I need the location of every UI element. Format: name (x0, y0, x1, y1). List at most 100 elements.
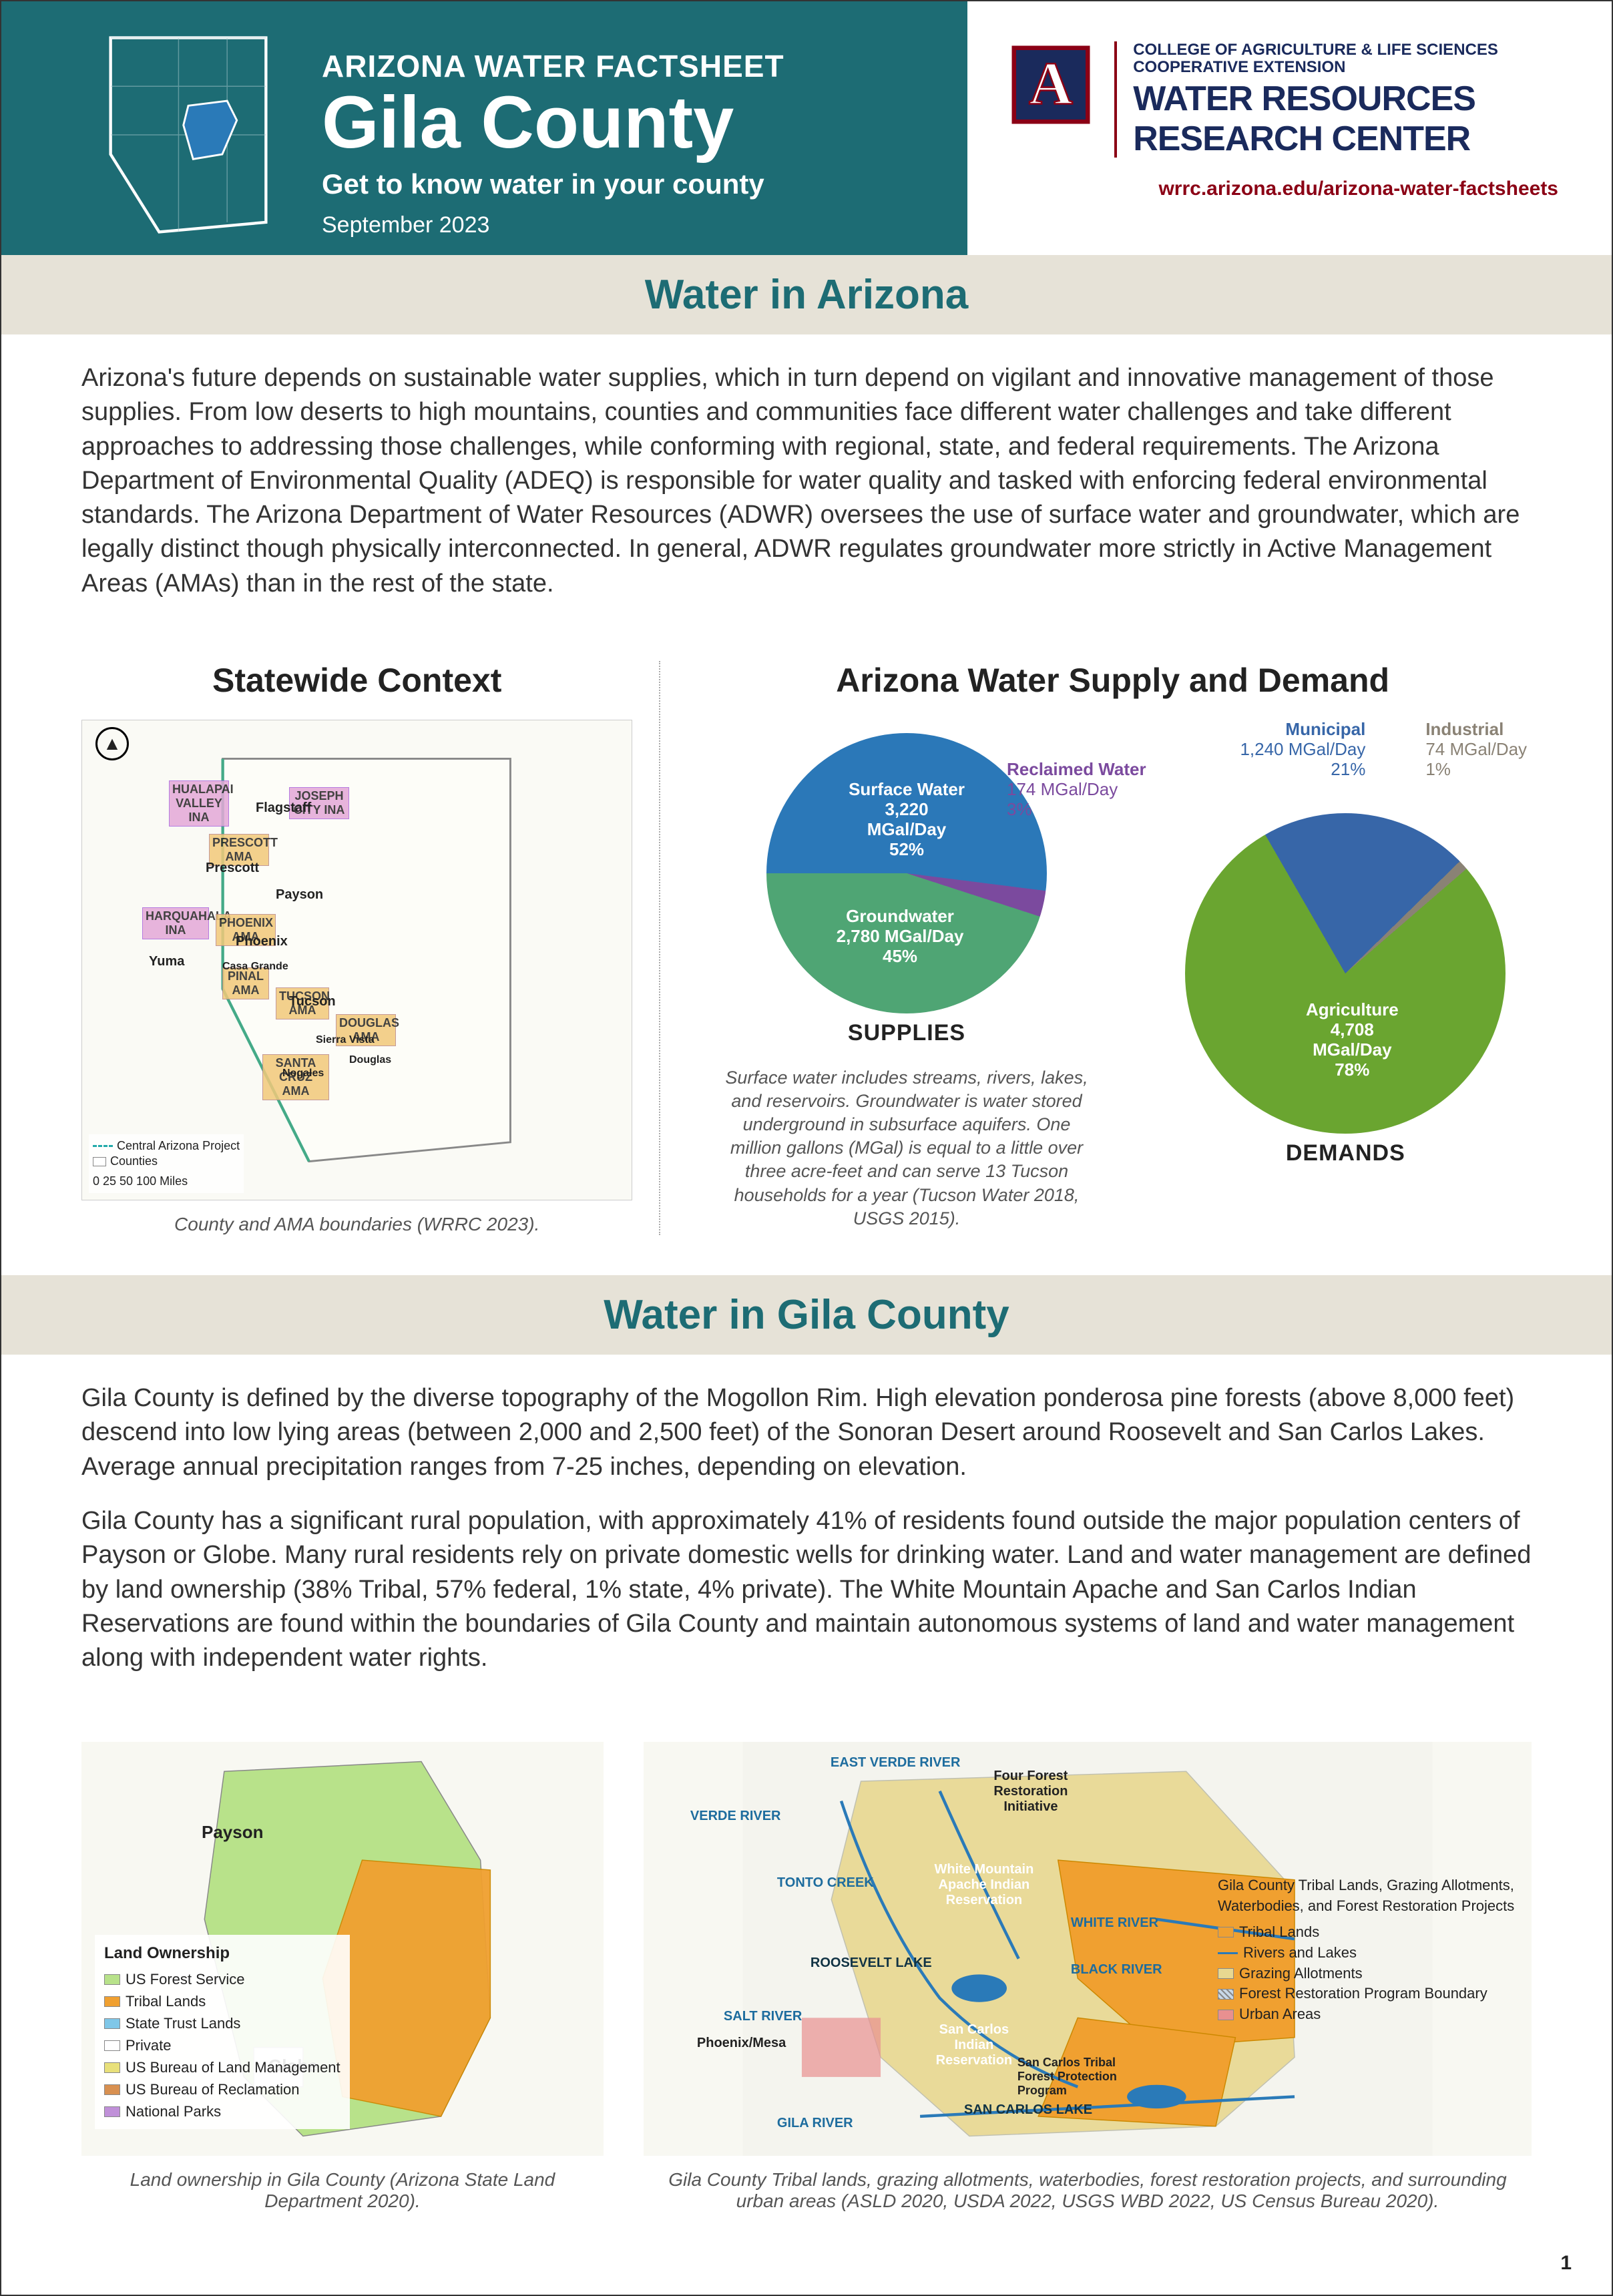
ownership-legend-row: Private (104, 2034, 340, 2056)
context-caption: County and AMA boundaries (WRRC 2023). (81, 1214, 632, 1235)
coop-ext: COOPERATIVE EXTENSION (1133, 59, 1498, 76)
river-tonto: TONTO CREEK (777, 1875, 874, 1891)
ina-hualapai: HUALAPAI VALLEY INA (169, 780, 229, 827)
tribal-caption: Gila County Tribal lands, grazing allotm… (644, 2169, 1532, 2212)
mun-pct: 21% (1218, 760, 1365, 780)
reclaimed-label: Reclaimed Water 174 MGal/Day 3% (1007, 760, 1180, 820)
section-water-in-gila: Water in Gila County (1, 1275, 1612, 1355)
tribal-legend-row: Grazing Allotments (1218, 1964, 1538, 1984)
section2-para2: Gila County has a significant rural popu… (81, 1504, 1532, 1675)
gw-val: 2,780 MGal/Day (833, 927, 967, 947)
section2-para1: Gila County is defined by the diverse to… (81, 1381, 1532, 1484)
section-water-in-arizona: Water in Arizona (1, 255, 1612, 334)
four-forest: Four Forest Restoration Initiative (977, 1769, 1084, 1815)
ag-pct: 78% (1292, 1060, 1412, 1080)
city-nogales: Nogales (282, 1068, 324, 1080)
city-sierravista: Sierra Vista (316, 1034, 375, 1046)
municipal-label: Municipal 1,240 MGal/Day 21% (1218, 720, 1365, 780)
legend-counties: Counties (110, 1154, 158, 1169)
ag-val: 4,708 MGal/Day (1292, 1020, 1412, 1060)
header-banner: ARIZONA WATER FACTSHEET Gila County Get … (1, 1, 967, 255)
ownership-legend-row: US Bureau of Reclamation (104, 2078, 340, 2100)
svg-text:A: A (1029, 50, 1073, 118)
header-logo-area: A A COLLEGE OF AGRICULTURE & LIFE SCIENC… (967, 1, 1612, 255)
context-legend: Central Arizona Project Counties 0 25 50… (89, 1134, 244, 1193)
scale-bar: 0 25 50 100 Miles (93, 1174, 240, 1189)
wrrc-url: wrrc.arizona.edu/arizona-water-factsheet… (1007, 178, 1558, 200)
surface-water-label: Surface Water 3,220 MGal/Day 52% (847, 780, 967, 860)
page-number: 1 (1, 2252, 1612, 2295)
city-casagrande: Casa Grande (222, 961, 288, 973)
ownership-legend: Land Ownership US Forest ServiceTribal L… (95, 1935, 350, 2129)
tribal-legend-row: Urban Areas (1218, 2004, 1538, 2025)
city-douglas: Douglas (349, 1054, 391, 1066)
city-yuma: Yuma (149, 954, 184, 969)
river-black: BLACK RIVER (1071, 1962, 1162, 1978)
ua-logo-icon: A A (1007, 41, 1094, 128)
ownership-legend-row: US Bureau of Land Management (104, 2056, 340, 2078)
ownership-caption: Land ownership in Gila County (Arizona S… (81, 2169, 604, 2212)
city-prescott: Prescott (206, 861, 259, 876)
ownership-legend-row: Tribal Lands (104, 1990, 340, 2012)
city-payson-2: Payson (202, 1822, 264, 1843)
mun-name: Municipal (1218, 720, 1365, 740)
section2-title: Water in Gila County (1, 1291, 1612, 1339)
rw-name: Reclaimed Water (1007, 760, 1180, 780)
county-title: Gila County (322, 84, 784, 162)
ind-pct: 1% (1425, 760, 1559, 780)
college-name: COLLEGE OF AGRICULTURE & LIFE SCIENCES (1133, 41, 1498, 59)
demands-label: DEMANDS (1185, 1140, 1506, 1166)
river-east-verde: EAST VERDE RIVER (831, 1755, 960, 1771)
sw-name: Surface Water (847, 780, 967, 800)
wrrc-line2: RESEARCH CENTER (1133, 121, 1498, 158)
city-payson: Payson (276, 887, 323, 903)
supplies-pie-chart: Surface Water 3,220 MGal/Day 52% Groundw… (766, 733, 1047, 1013)
city-flagstaff: Flagstaff (256, 800, 311, 816)
wma-reservation: White Mountain Apache Indian Reservation (924, 1862, 1044, 1908)
ina-harquahala: HARQUAHALA INA (142, 907, 209, 939)
land-ownership-map: Payson Globe Land Ownership US Forest Se… (81, 1742, 604, 2156)
publish-date: September 2023 (322, 212, 784, 238)
supplies-label: SUPPLIES (720, 1020, 1094, 1046)
wrrc-line1: WATER RESOURCES (1133, 81, 1498, 118)
supplies-pie: Surface Water 3,220 MGal/Day 52% Groundw… (720, 720, 1094, 1230)
mun-val: 1,240 MGal/Day (1218, 740, 1365, 760)
tribal-legend-row: Rivers and Lakes (1218, 1943, 1538, 1964)
factsheet-label: ARIZONA WATER FACTSHEET (322, 48, 784, 84)
ownership-legend-row: National Parks (104, 2100, 340, 2122)
tribal-map-col: EAST VERDE RIVER VERDE RIVER TONTO CREEK… (644, 1742, 1532, 2212)
agriculture-label: Agriculture 4,708 MGal/Day 78% (1292, 1000, 1412, 1080)
ownership-legend-row: US Forest Service (104, 1968, 340, 1990)
statewide-context: Statewide Context ▲ HUALAPAI VALLEY INA … (81, 661, 632, 1235)
gw-pct: 45% (833, 947, 967, 967)
industrial-label: Industrial 74 MGal/Day 1% (1425, 720, 1559, 780)
section2-body: Gila County is defined by the diverse to… (1, 1355, 1612, 1722)
ind-name: Industrial (1425, 720, 1559, 740)
lake-roosevelt: ROOSEVELT LAKE (811, 1956, 932, 1971)
section1-body: Arizona's future depends on sustainable … (1, 334, 1612, 648)
demands-pie: Municipal 1,240 MGal/Day 21% Industrial … (1185, 720, 1506, 1166)
supply-title: Arizona Water Supply and Demand (694, 661, 1532, 700)
context-title: Statewide Context (81, 661, 632, 700)
phoenix-mesa: Phoenix/Mesa (697, 2036, 786, 2051)
legend-cap: Central Arizona Project (117, 1138, 240, 1154)
city-phoenix: Phoenix (236, 934, 288, 949)
demands-pie-chart: Agriculture 4,708 MGal/Day 78% (1185, 813, 1506, 1134)
rw-pct: 3% (1007, 800, 1180, 820)
section1-para: Arizona's future depends on sustainable … (81, 361, 1532, 601)
ag-name: Agriculture (1292, 1000, 1412, 1020)
supply-demand: Arizona Water Supply and Demand Surface … (659, 661, 1532, 1235)
sc-reservation: San Carlos Indian Reservation (924, 2022, 1024, 2068)
lake-sancarlos: SAN CARLOS LAKE (964, 2102, 1092, 2118)
groundwater-label: Groundwater 2,780 MGal/Day 45% (833, 907, 967, 967)
sw-pct: 52% (847, 840, 967, 860)
arizona-ama-map: ▲ HUALAPAI VALLEY INA JOSEPH CITY INA HA… (81, 720, 632, 1200)
river-salt: SALT RIVER (724, 2009, 802, 2024)
own-legend-title: Land Ownership (104, 1941, 340, 1966)
tribal-legend-row: Forest Restoration Program Boundary (1218, 1984, 1538, 2004)
supplies-note: Surface water includes streams, rivers, … (720, 1066, 1094, 1230)
river-verde: VERDE RIVER (690, 1809, 781, 1824)
tribal-legend: Gila County Tribal Lands, Grazing Allotm… (1218, 1875, 1538, 2025)
tribal-lands-map: EAST VERDE RIVER VERDE RIVER TONTO CREEK… (644, 1742, 1532, 2156)
river-gila: GILA RIVER (777, 2116, 853, 2131)
